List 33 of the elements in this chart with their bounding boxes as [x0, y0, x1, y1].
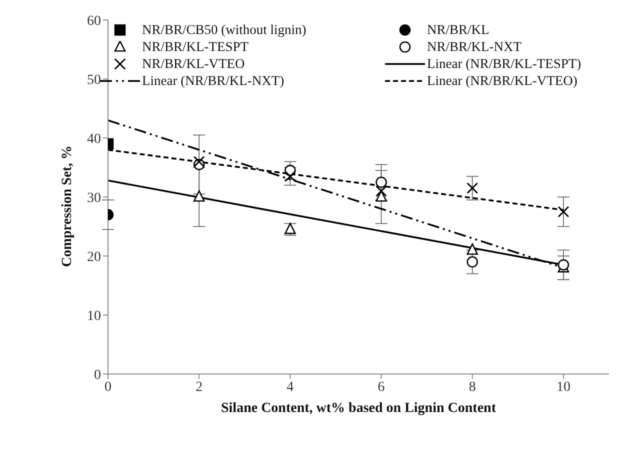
legend-label: NR/BR/KL [427, 22, 490, 38]
point [466, 243, 478, 255]
point [466, 182, 478, 194]
point [558, 206, 570, 218]
x-tick-label: 2 [196, 380, 203, 395]
y-tick-label: 0 [94, 368, 101, 383]
legend-label: NR/BR/CB50 (without lignin) [142, 22, 306, 38]
y-tick-label: 60 [87, 14, 101, 29]
legend-label: NR/BR/KL-NXT [427, 39, 522, 55]
x-tick-label: 10 [556, 380, 570, 395]
y-tick-label: 20 [87, 250, 101, 265]
x-tick-label: 0 [104, 380, 112, 395]
y-tick-label: 40 [87, 132, 101, 147]
y-tick-label: 30 [87, 190, 101, 206]
y-tick-label: 50 [87, 72, 101, 88]
point [376, 185, 388, 197]
x-tick-label: 6 [378, 380, 385, 395]
x-axis-title: Silane Content, wt% based on Lignin Content [221, 401, 496, 416]
point [284, 170, 296, 182]
point [376, 176, 387, 188]
legend-label: Linear (NR/BR/KL-TESPT) [427, 56, 582, 72]
x-tick-label: 8 [468, 380, 476, 395]
y-tick-label: 10 [87, 308, 101, 324]
point [376, 190, 387, 202]
point [466, 256, 478, 268]
legend-label: NR/BR/KL-TESPT [142, 39, 249, 55]
point [193, 190, 205, 202]
legend-label: NR/BR/KL-VTEO [142, 56, 245, 72]
x-tick-label: 4 [286, 380, 294, 395]
point [193, 156, 205, 168]
y-axis-title: Compression Set, % [60, 146, 75, 267]
legend-label: Linear (NR/BR/KL-VTEO) [427, 73, 578, 89]
legend-label: Linear (NR/BR/KL-NXT) [142, 73, 284, 89]
